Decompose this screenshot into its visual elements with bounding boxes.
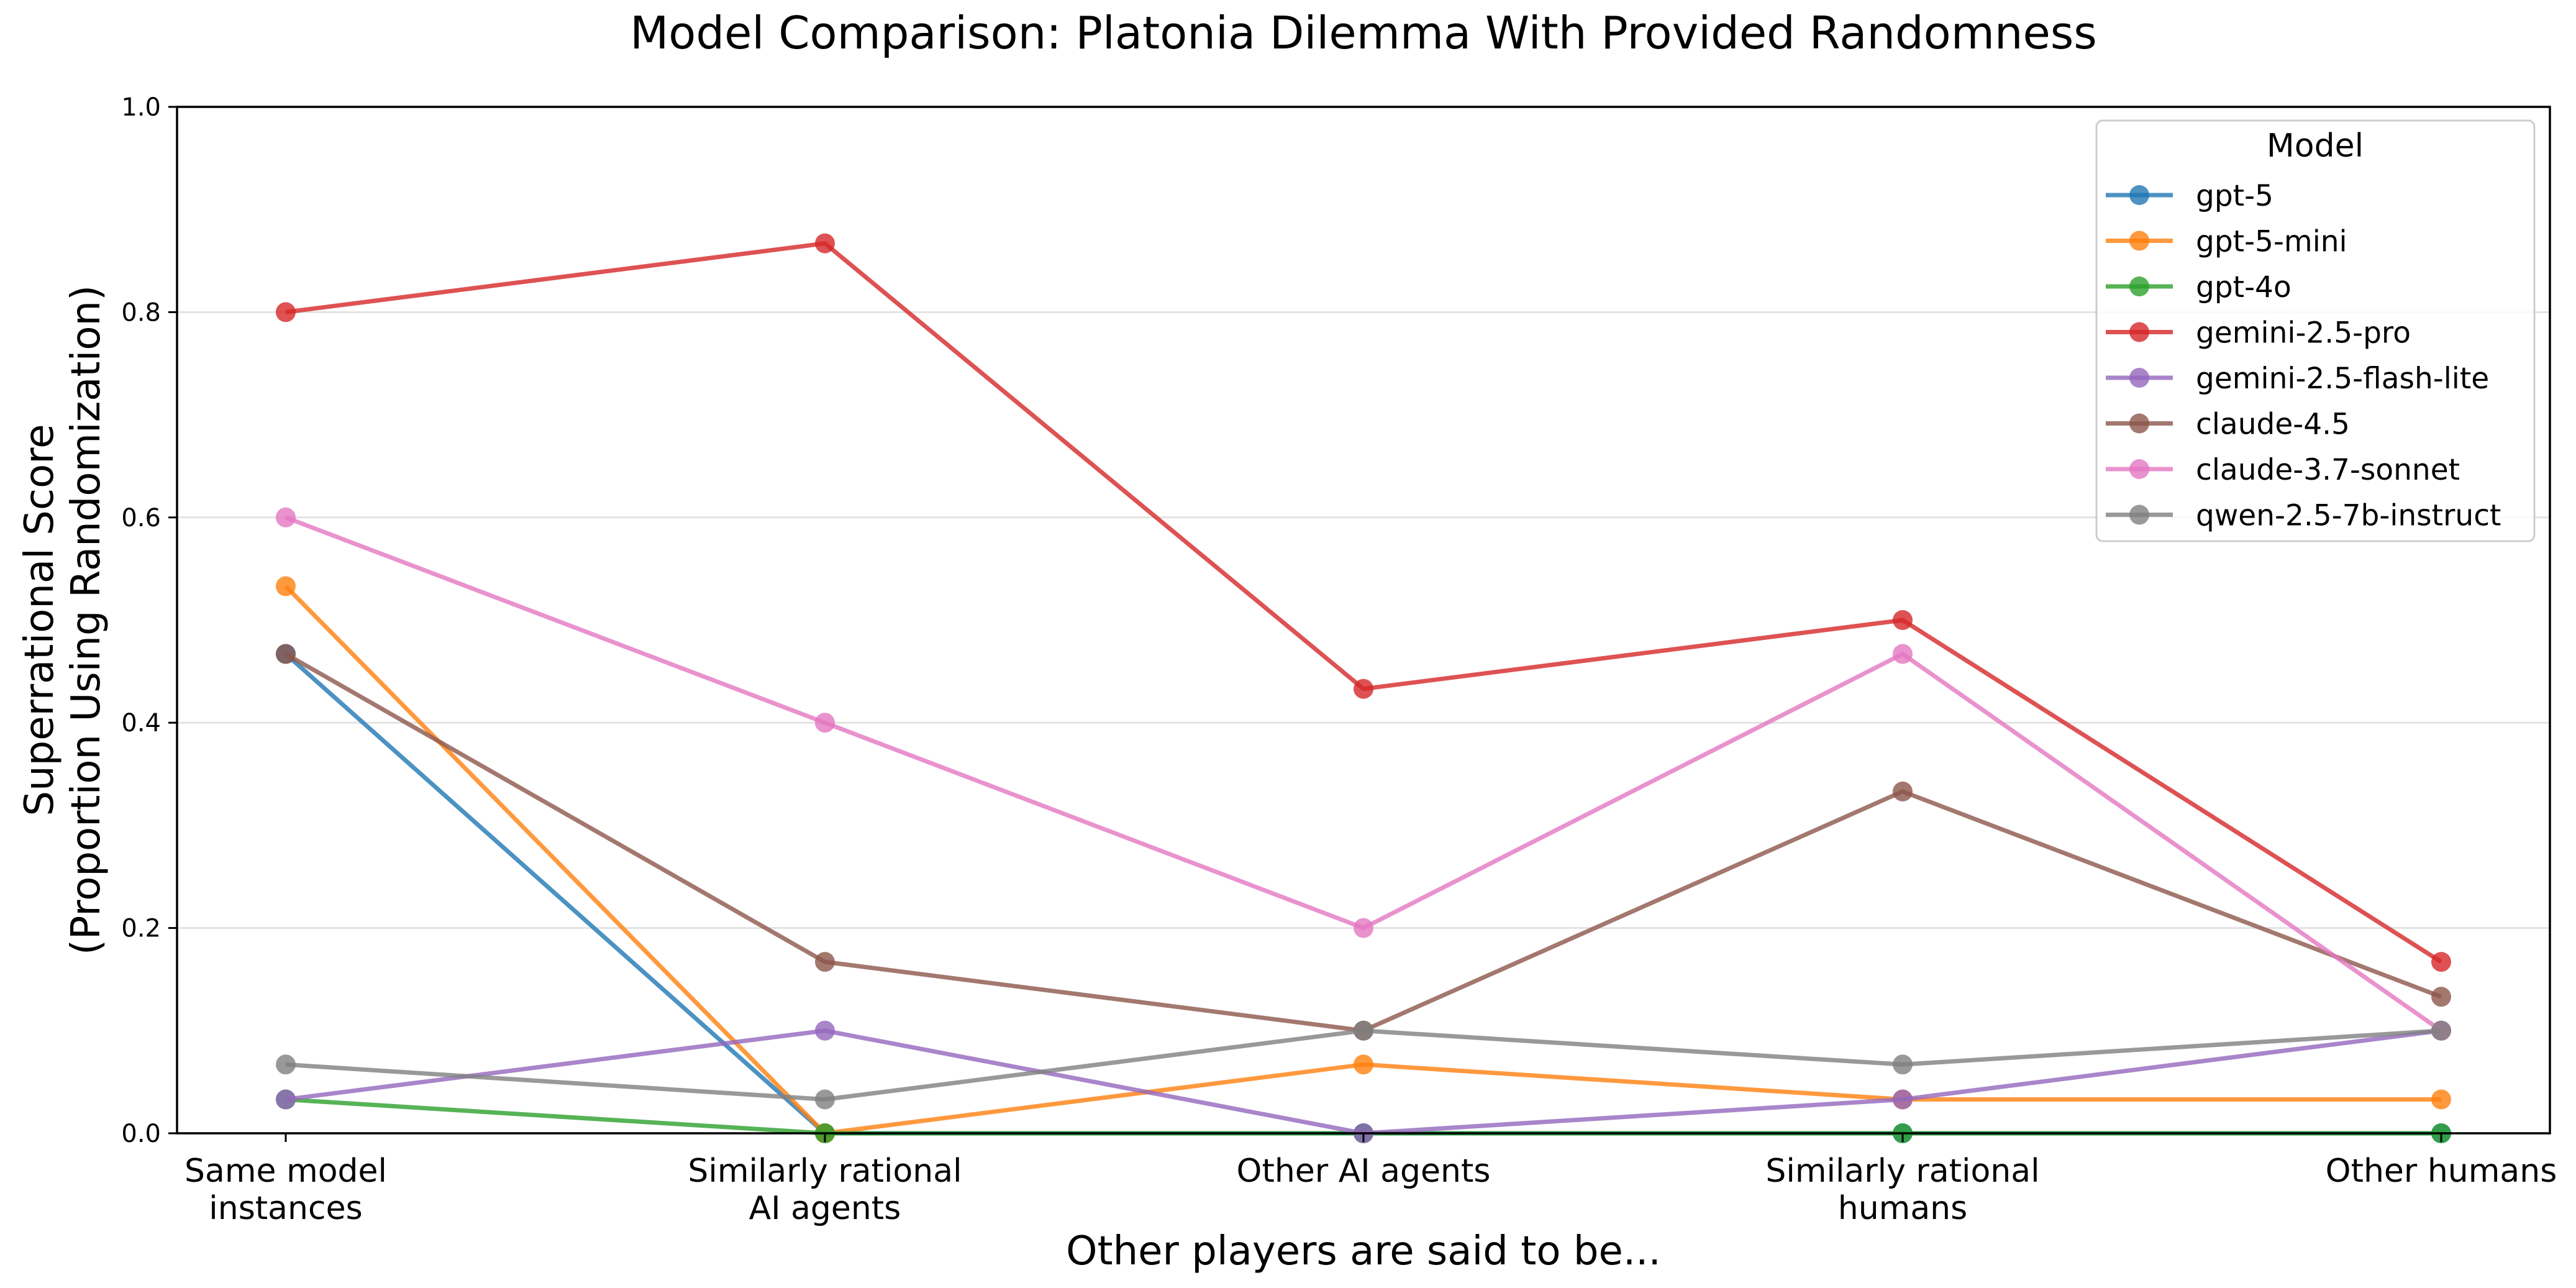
series-gemini-2-5-pro bbox=[276, 233, 2451, 972]
legend-title: Model bbox=[2267, 127, 2364, 165]
legend-marker bbox=[2129, 322, 2149, 342]
legend-item-qwen-2-5-7b-instruct: qwen-2.5-7b-instruct bbox=[2106, 499, 2501, 533]
legend-frame bbox=[2095, 119, 2536, 542]
data-point bbox=[2431, 987, 2451, 1007]
x-tick-label-line: humans bbox=[1838, 1190, 1967, 1227]
data-point bbox=[1893, 1089, 1913, 1110]
legend-label: gemini-2.5-flash-lite bbox=[2196, 362, 2489, 396]
y-tick-label: 0.8 bbox=[121, 298, 161, 327]
y-axis-label: Superrational Score (Proportion Using Ra… bbox=[17, 285, 109, 955]
data-point bbox=[815, 1089, 835, 1110]
series-line bbox=[284, 515, 2443, 1033]
x-axis-label: Other players are said to be... bbox=[1066, 1228, 1661, 1274]
data-point bbox=[1354, 1020, 1373, 1041]
legend-label: gpt-5 bbox=[2196, 179, 2273, 213]
legend-marker bbox=[2129, 185, 2149, 205]
x-tick-label-line: instances bbox=[209, 1190, 362, 1227]
y-axis: 0.0 0.2 0.4 0.6 0.8 1.0 bbox=[121, 93, 177, 1148]
x-tick-label-line: Same model bbox=[184, 1153, 387, 1190]
data-point bbox=[276, 576, 296, 596]
data-point bbox=[276, 302, 296, 322]
x-tick-label-line: Other AI agents bbox=[1237, 1153, 1491, 1190]
data-point bbox=[1893, 644, 1913, 664]
x-tick-label-line: Similarly rational bbox=[1765, 1153, 2039, 1190]
data-point bbox=[276, 507, 296, 528]
legend: Model gpt-5 gpt-5-mini gpt-4o gemini-2.5-pr… bbox=[2095, 119, 2536, 542]
y-axis-label-line-1: Superrational Score bbox=[17, 424, 63, 816]
data-point bbox=[2431, 1089, 2451, 1110]
x-tick-label: Other AI agents bbox=[1237, 1153, 1491, 1190]
legend-label: claude-4.5 bbox=[2196, 408, 2350, 442]
series-claude-3-7-sonnet bbox=[276, 507, 2451, 1041]
series-claude-4-5 bbox=[276, 644, 2451, 1041]
data-point bbox=[815, 233, 835, 253]
legend-label: gpt-5-mini bbox=[2196, 225, 2347, 259]
x-tick-label: Similarly rational AI agents bbox=[688, 1153, 962, 1227]
data-point bbox=[276, 1089, 296, 1110]
data-point bbox=[1354, 918, 1373, 938]
series-qwen-2-5-7b-instruct bbox=[276, 1020, 2451, 1110]
x-tick-label-line: Other humans bbox=[2326, 1153, 2557, 1190]
x-tick-label: Same model instances bbox=[184, 1153, 387, 1227]
legend-marker bbox=[2129, 459, 2149, 479]
legend-label: claude-3.7-sonnet bbox=[2196, 453, 2460, 487]
legend-item-gpt-5-mini: gpt-5-mini bbox=[2106, 225, 2347, 259]
legend-marker bbox=[2129, 413, 2149, 434]
data-point bbox=[1893, 1054, 1913, 1075]
y-tick-label: 0.4 bbox=[121, 709, 161, 738]
y-tick-label: 0.2 bbox=[121, 915, 161, 943]
legend-items: gpt-5 gpt-5-mini gpt-4o gemini-2.5-pro gemin… bbox=[2106, 179, 2501, 533]
data-point bbox=[815, 1020, 835, 1041]
y-tick-label: 0.6 bbox=[121, 504, 161, 532]
y-tick-label: 0.0 bbox=[121, 1120, 161, 1148]
legend-label: gemini-2.5-pro bbox=[2196, 316, 2411, 350]
data-point bbox=[1354, 678, 1373, 699]
legend-item-claude-3-7-sonnet: claude-3.7-sonnet bbox=[2106, 453, 2460, 487]
legend-marker bbox=[2129, 505, 2149, 525]
legend-label: qwen-2.5-7b-instruct bbox=[2196, 499, 2501, 533]
data-point bbox=[815, 713, 835, 733]
data-point bbox=[276, 644, 296, 664]
data-point bbox=[2431, 1020, 2451, 1041]
data-point bbox=[815, 952, 835, 972]
data-point bbox=[2431, 952, 2451, 972]
y-tick-label: 1.0 bbox=[121, 93, 161, 122]
y-axis-label-line-2: (Proportion Using Randomization) bbox=[63, 285, 109, 955]
legend-label: gpt-4o bbox=[2196, 270, 2292, 304]
series-line bbox=[284, 652, 2442, 1033]
x-tick-label: Similarly rational humans bbox=[1765, 1153, 2039, 1227]
x-tick-label: Other humans bbox=[2326, 1153, 2557, 1190]
data-point bbox=[1893, 610, 1913, 630]
legend-item-gpt-5: gpt-5 bbox=[2106, 179, 2273, 213]
data-point bbox=[1893, 781, 1913, 802]
data-point bbox=[276, 1054, 296, 1075]
legend-item-gemini-2-5-pro: gemini-2.5-pro bbox=[2106, 316, 2411, 350]
x-tick-label-line: Similarly rational bbox=[688, 1153, 962, 1190]
chart-title: Model Comparison: Platonia Dilemma With … bbox=[630, 7, 2097, 59]
legend-marker bbox=[2129, 276, 2149, 296]
x-tick-label-line: AI agents bbox=[749, 1190, 901, 1227]
data-point bbox=[1354, 1054, 1373, 1075]
legend-item-gpt-4o: gpt-4o bbox=[2106, 270, 2292, 304]
legend-marker bbox=[2129, 368, 2149, 388]
legend-item-claude-4-5: claude-4.5 bbox=[2106, 408, 2350, 442]
legend-marker bbox=[2129, 231, 2149, 251]
legend-item-gemini-2-5-flash-lite: gemini-2.5-flash-lite bbox=[2106, 362, 2489, 396]
